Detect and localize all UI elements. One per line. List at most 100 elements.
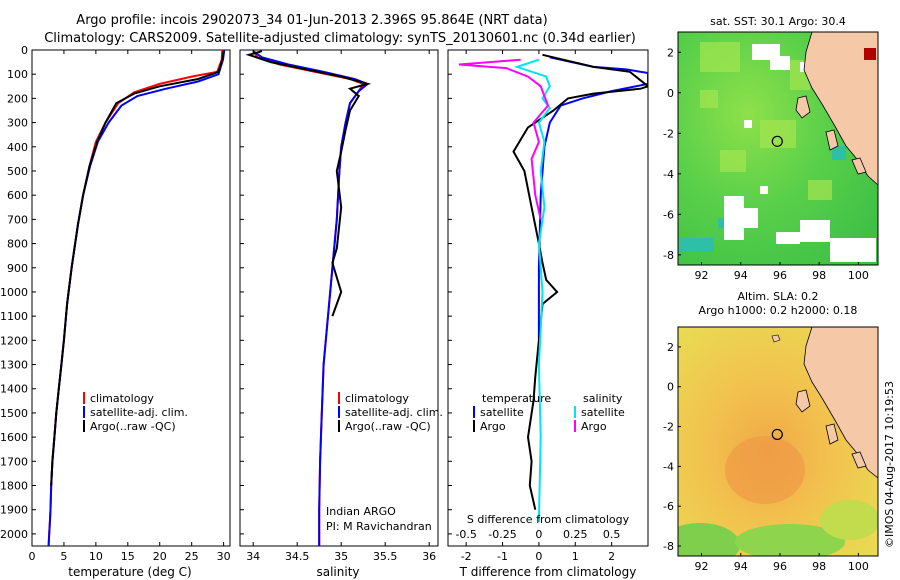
sla-high-patch bbox=[725, 436, 805, 504]
legend-satellite: satellite-adj. clim. bbox=[345, 406, 443, 419]
depth-tick-label: 200 bbox=[7, 92, 28, 105]
sla-map-title2: Argo h1000: 0.2 h2000: 0.18 bbox=[699, 304, 858, 317]
annotation-indian-argo: Indian ARGO bbox=[326, 505, 396, 518]
legend-s-satellite: satellite bbox=[581, 406, 625, 419]
sla-map bbox=[678, 327, 878, 556]
x-tick-label: 30 bbox=[217, 550, 231, 563]
difference-panel bbox=[447, 49, 649, 547]
legend-satellite: satellite-adj. clim. bbox=[90, 406, 188, 419]
depth-tick-label: 700 bbox=[7, 213, 28, 226]
header-line2: Climatology: CARS2009. Satellite-adjuste… bbox=[44, 31, 636, 46]
map-x-tick-label: 92 bbox=[695, 560, 709, 573]
sst-map-frame bbox=[677, 31, 879, 266]
sla-map-title1: Altim. SLA: 0.2 bbox=[737, 290, 818, 303]
map-x-tick-label: 100 bbox=[848, 560, 869, 573]
depth-tick-label: 1100 bbox=[0, 310, 28, 323]
x-tick-label: 36 bbox=[422, 550, 436, 563]
x-tick-label: 2 bbox=[608, 550, 615, 563]
map-y-tick-label: -2 bbox=[663, 127, 674, 140]
depth-tick-label: 1600 bbox=[0, 431, 28, 444]
sst-map-axes: 92 94 96 98 100 2 0 -2 -4 -6 -8 bbox=[663, 46, 869, 282]
map-x-tick-label: 94 bbox=[734, 269, 748, 282]
sla-mid-patch bbox=[820, 500, 878, 540]
temperature-xlabel: temperature (deg C) bbox=[68, 565, 191, 579]
island bbox=[771, 334, 781, 343]
island bbox=[795, 95, 811, 119]
legend-climatology: climatology bbox=[345, 392, 409, 405]
map-y-tick-label: -2 bbox=[663, 421, 674, 434]
map-y-tick-label: 2 bbox=[667, 341, 674, 354]
sst-map-title: sat. SST: 30.1 Argo: 30.4 bbox=[710, 15, 846, 28]
legend-climatology: climatology bbox=[90, 392, 154, 405]
series-satellite-adj-clim- bbox=[252, 50, 370, 546]
depth-tick-label: 300 bbox=[7, 117, 28, 130]
depth-tick-label: 1300 bbox=[0, 359, 28, 372]
x-tick-label: 25 bbox=[185, 550, 199, 563]
sst-cloud-gaps bbox=[724, 44, 876, 262]
map-x-tick-label: 100 bbox=[848, 269, 869, 282]
series-t-argo bbox=[512, 53, 648, 510]
salinity-series bbox=[245, 50, 372, 546]
map-y-tick-label: -8 bbox=[663, 249, 674, 262]
sla-map-axes: 92 94 96 98 100 2 0 -2 -4 -6 -8 bbox=[663, 341, 869, 573]
x-tick-label: 5 bbox=[60, 550, 67, 563]
island bbox=[825, 129, 839, 151]
s-tick-label: 0 bbox=[535, 528, 542, 541]
island bbox=[795, 389, 811, 413]
depth-tick-label: 1700 bbox=[0, 455, 28, 468]
sumatra-land bbox=[803, 32, 878, 186]
x-tick-label: -2 bbox=[461, 550, 472, 563]
depth-axis: 0 100 200 300 400 500 600 700 800 900 1000 1100 1200… bbox=[0, 44, 452, 541]
series-s-argo bbox=[458, 58, 550, 220]
legend-s-argo: Argo bbox=[581, 420, 607, 433]
map-x-tick-label: 96 bbox=[773, 269, 787, 282]
difference-xlabel-top: S difference from climatology bbox=[467, 513, 630, 526]
temperature-xaxis: 0 5 10 15 20 25 30 bbox=[29, 50, 231, 563]
depth-tick-label: 1500 bbox=[0, 407, 28, 420]
depth-tick-label: 100 bbox=[7, 68, 28, 81]
sumatra-land bbox=[803, 327, 878, 479]
timestamp: ©IMOS 04-Aug-2017 10:19:53 bbox=[883, 381, 896, 548]
map-y-tick-label: 2 bbox=[667, 46, 674, 59]
depth-tick-label: 2000 bbox=[0, 528, 28, 541]
temperature-legend: climatology satellite-adj. clim. Argo(..… bbox=[83, 392, 188, 433]
series-climatology bbox=[47, 50, 224, 546]
x-tick-label: 1 bbox=[572, 550, 579, 563]
legend-t-satellite: satellite bbox=[480, 406, 524, 419]
sla-map-frame bbox=[677, 326, 879, 557]
sst-map bbox=[678, 32, 878, 265]
x-tick-label: 34 bbox=[246, 550, 260, 563]
map-y-tick-label: -6 bbox=[663, 208, 674, 221]
island bbox=[851, 157, 867, 175]
legend-temperature-title: temperature bbox=[482, 392, 551, 405]
s-tick-label: 0.5 bbox=[603, 528, 621, 541]
depth-tick-label: 0 bbox=[21, 44, 28, 57]
series-argo-raw-qc- bbox=[245, 50, 372, 317]
header-line1: Argo profile: incois 2902073_34 01-Jun-2… bbox=[76, 13, 547, 28]
argo-float-marker bbox=[771, 135, 783, 147]
x-tick-label: 35 bbox=[334, 550, 348, 563]
series-satellite-adj-clim- bbox=[47, 50, 226, 546]
depth-tick-label: 1000 bbox=[0, 286, 28, 299]
map-x-tick-label: 98 bbox=[812, 269, 826, 282]
temperature-series bbox=[47, 50, 226, 546]
depth-tick-label: 1800 bbox=[0, 480, 28, 493]
map-y-tick-label: -6 bbox=[663, 500, 674, 513]
salinity-legend: climatology satellite-adj. clim. Argo(..… bbox=[326, 392, 443, 533]
map-y-tick-label: -8 bbox=[663, 540, 674, 553]
map-y-tick-label: -4 bbox=[663, 460, 674, 473]
legend-salinity-title: salinity bbox=[583, 392, 623, 405]
sst-cool-patches bbox=[680, 146, 846, 252]
depth-tick-label: 900 bbox=[7, 262, 28, 275]
s-tick-label: -0.25 bbox=[488, 528, 516, 541]
map-x-tick-label: 98 bbox=[812, 560, 826, 573]
x-tick-label: -1 bbox=[497, 550, 508, 563]
difference-xaxis: -2 -1 0 1 2 -0.5 -0.25 0 0.25 0.5 bbox=[455, 50, 620, 563]
depth-tick-label: 600 bbox=[7, 189, 28, 202]
island bbox=[825, 423, 839, 445]
s-tick-label: -0.5 bbox=[455, 528, 476, 541]
difference-legend: temperature salinity satellite Argo sate… bbox=[473, 392, 625, 433]
x-tick-label: 15 bbox=[121, 550, 135, 563]
legend-argo: Argo(..raw -QC) bbox=[345, 420, 431, 433]
